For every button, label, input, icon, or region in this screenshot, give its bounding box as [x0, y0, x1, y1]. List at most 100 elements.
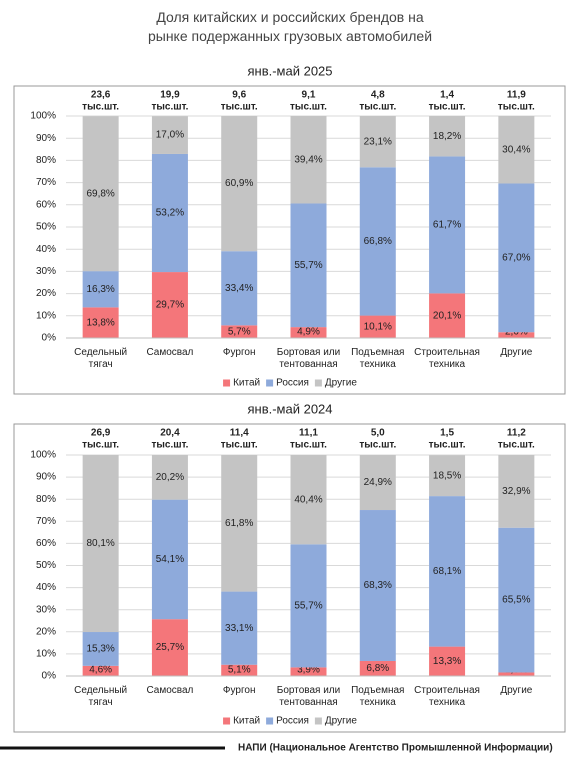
data-label: 10,1% [364, 321, 392, 332]
y-tick-label: 80% [36, 155, 56, 166]
bar-segment [151, 619, 188, 676]
legend-marker [266, 379, 274, 387]
y-tick-label: 60% [36, 538, 56, 549]
total-label: 23,6 [91, 90, 111, 101]
total-label: 9,1 [302, 90, 316, 101]
total-label: 20,4 [160, 428, 180, 439]
x-tick-label: Фургон [222, 347, 256, 358]
x-tick-label: Фургон [222, 685, 256, 696]
bar-segment [359, 510, 396, 661]
bar-segment [82, 665, 119, 676]
data-label: 55,7% [294, 260, 322, 271]
x-tick-label: Подъемная техника [351, 685, 405, 708]
bar-segment [429, 156, 466, 294]
y-tick-label: 40% [36, 582, 56, 593]
data-label: 32,9% [502, 486, 530, 497]
bar-segment [429, 293, 466, 338]
bar-segment [290, 203, 327, 328]
data-label: 69,8% [86, 188, 114, 199]
data-label: 13,3% [433, 656, 461, 667]
data-label: 6,8% [366, 663, 389, 674]
bar-segment [221, 455, 258, 592]
data-label: 65,5% [502, 595, 530, 606]
data-label: 4,9% [297, 327, 320, 338]
data-label: 61,8% [225, 518, 253, 529]
bar-segment [290, 116, 327, 204]
bar-segment [82, 307, 119, 338]
bar-segment [82, 116, 119, 272]
legend-marker [223, 379, 231, 387]
data-label: 68,3% [364, 580, 392, 591]
data-label: 61,7% [433, 220, 461, 231]
legend-label: Китай [233, 378, 260, 389]
x-tick-label: Другие [500, 685, 533, 696]
bar-segment [290, 667, 327, 676]
total-label: 1,4 [440, 90, 454, 101]
bar-segment [498, 455, 535, 528]
data-label: 20,2% [156, 472, 184, 483]
total-unit: тыс.шт. [221, 102, 258, 113]
total-label: 9,6 [232, 90, 246, 101]
page-title: Доля китайских и российских брендов на р… [147, 9, 433, 44]
data-label: 18,5% [433, 470, 461, 481]
y-tick-label: 40% [36, 244, 56, 255]
data-label: 67,0% [502, 252, 530, 263]
panel-border [13, 423, 566, 733]
total-unit: тыс.шт. [290, 102, 327, 113]
footer: НАПИ (Национальное Агентство Промышленно… [238, 742, 553, 754]
total-unit: тыс.шт. [290, 440, 327, 451]
bar-segment [498, 332, 535, 338]
data-label: 24,9% [364, 477, 392, 488]
legend-marker [314, 379, 322, 387]
data-label: 33,4% [225, 283, 253, 294]
total-unit: тыс.шт. [221, 440, 258, 451]
legend-marker [266, 717, 274, 725]
data-label: 68,1% [433, 566, 461, 577]
y-tick-label: 90% [36, 133, 56, 144]
bar-segment [359, 455, 396, 511]
data-label: 33,1% [225, 623, 253, 634]
data-label: 40,4% [294, 494, 322, 505]
y-tick-label: 10% [36, 310, 56, 321]
bar-segment [498, 183, 535, 333]
bar-segment [290, 455, 327, 545]
total-label: 19,9 [160, 90, 180, 101]
x-tick-label: Бортовая или тентованная [276, 347, 341, 370]
bar-segment [498, 672, 535, 676]
data-label: 16,3% [86, 284, 114, 295]
chart-subtitle: янв.-май 2024 [247, 401, 332, 416]
data-label: 29,7% [156, 300, 184, 311]
total-unit: тыс.шт. [82, 440, 119, 451]
data-label: 80,1% [86, 538, 114, 549]
bar-segment [151, 272, 188, 338]
total-label: 5,0 [371, 428, 385, 439]
data-label: 25,7% [156, 642, 184, 653]
bar-segment [151, 116, 188, 154]
y-tick-label: 60% [36, 199, 56, 210]
y-tick-label: 30% [36, 266, 56, 277]
chart-subtitle: янв.-май 2025 [247, 63, 332, 78]
bar-segment [429, 496, 466, 647]
data-label: 4,6% [89, 665, 112, 676]
total-unit: тыс.шт. [429, 102, 466, 113]
x-tick-label: Строительная техника [414, 685, 480, 708]
total-unit: тыс.шт. [359, 440, 396, 451]
data-label: 17,0% [156, 130, 184, 141]
bar-segment [82, 271, 119, 308]
total-label: 26,9 [91, 428, 111, 439]
total-label: 1,5 [440, 428, 454, 439]
total-label: 11,4 [230, 428, 249, 439]
y-tick-label: 100% [30, 450, 56, 461]
bar-segment [151, 455, 188, 500]
total-label: 4,8 [371, 90, 385, 101]
total-unit: тыс.шт. [151, 440, 188, 451]
bar-segment [359, 167, 396, 316]
total-label: 11,1 [299, 428, 318, 439]
bar-segment [82, 455, 119, 633]
data-label: 23,1% [364, 136, 392, 147]
legend-label: Россия [276, 716, 309, 727]
bar-segment [429, 455, 466, 497]
x-tick-label: Самосвал [146, 685, 194, 696]
bar-segment [82, 632, 119, 666]
